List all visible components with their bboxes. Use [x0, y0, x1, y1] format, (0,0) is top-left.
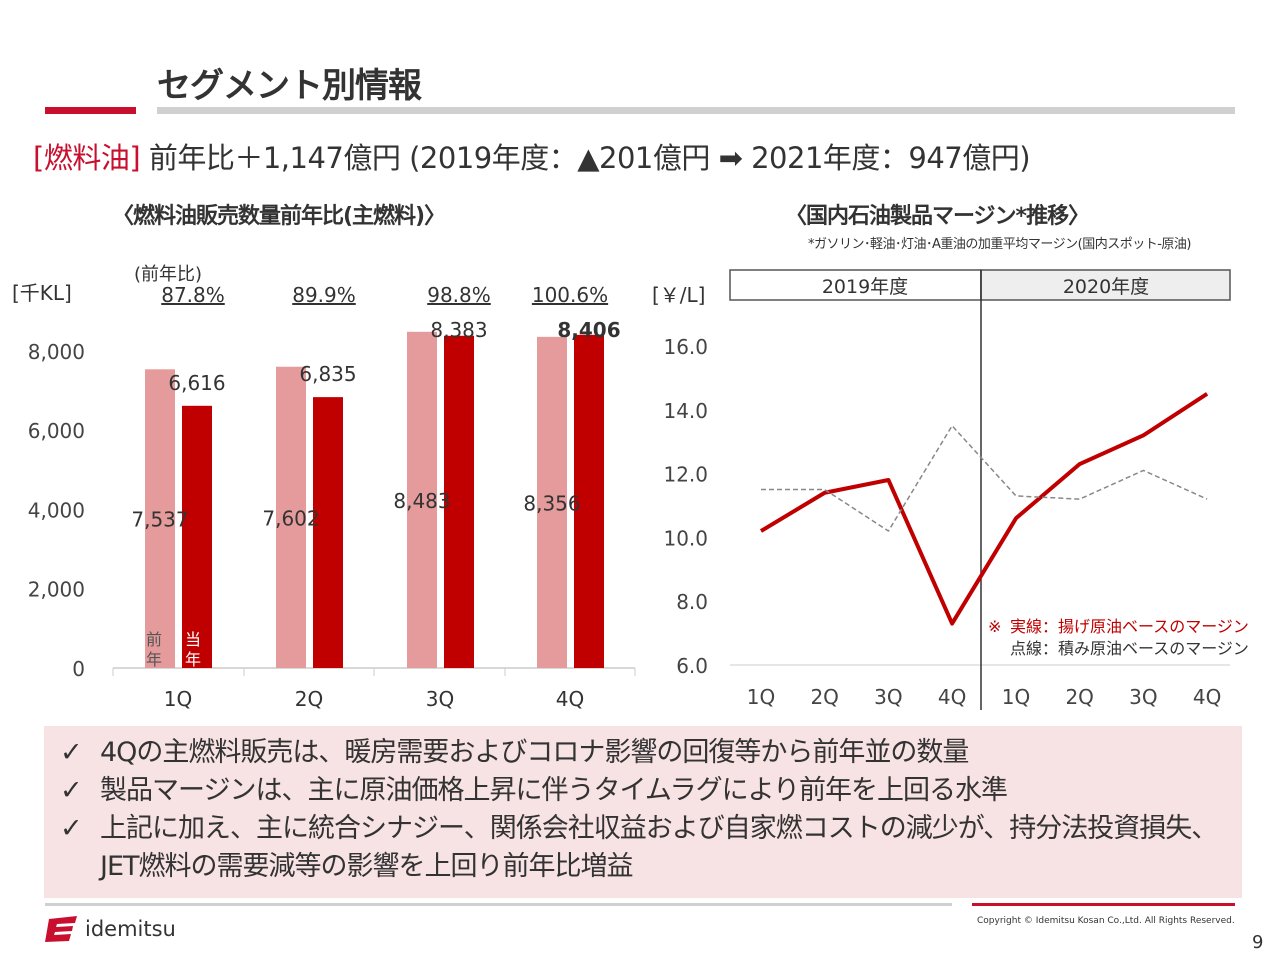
bar-y-tick: 8,000 — [28, 340, 85, 364]
line-x-tick: 2Q — [1065, 685, 1093, 709]
period-label: 2020年度 — [1063, 276, 1149, 298]
segment-label: [燃料油] — [33, 141, 141, 175]
idemitsu-logo: idemitsu — [45, 916, 176, 942]
check-icon: ✓ — [60, 737, 83, 768]
line-chart-note: *ガソリン･軽油･灯油･A重油の加重平均マージン(国内スポット-原油) — [808, 237, 1191, 252]
bar-x-tick: 4Q — [556, 687, 584, 711]
solid-margin-line — [759, 392, 1209, 626]
legend-prev-2: 年 — [146, 650, 162, 669]
legend-solid: 実線：揚げ原油ベースのマージン — [1010, 617, 1249, 636]
bar-chart-title: 〈燃料油販売数量前年比(主燃料)〉 — [112, 204, 446, 229]
line-x-tick: 4Q — [938, 685, 966, 709]
line-y-tick: 6.0 — [676, 654, 708, 678]
check-icon: ✓ — [60, 775, 83, 806]
bullet-text: 4Qの主燃料販売は、暖房需要およびコロナ影響の回復等から前年並の数量 — [100, 737, 969, 768]
line-x-tick: 1Q — [747, 685, 775, 709]
bar-x-tick: 2Q — [295, 687, 323, 711]
line-y-tick: 12.0 — [663, 463, 708, 487]
legend-curr-1: 当 — [185, 630, 201, 649]
logo-text: idemitsu — [85, 917, 176, 941]
yoy-ratio: 98.8% — [427, 283, 491, 307]
ratio-caption: (前年比) — [134, 264, 202, 285]
period-box-2020 — [980, 269, 1231, 301]
headline-text: 前年比＋1,147億円 (2019年度：▲201億円 ➡ 2021年度：947億… — [140, 141, 1031, 175]
line-y-axis-label: [￥/L] — [652, 283, 706, 307]
yoy-ratio: 87.8% — [161, 283, 225, 307]
legend-prev-1: 前 — [146, 630, 162, 649]
bar-current-year — [182, 405, 212, 668]
summary-bullet: ✓ 製品マージンは、主に原油価格上昇に伴うタイムラグにより前年を上回る水準 — [60, 772, 1242, 810]
line-y-tick: 10.0 — [663, 526, 708, 550]
bar-y-tick: 2,000 — [28, 578, 85, 602]
summary-bullet: ✓ 上記に加え、主に統合シナジー、関係会社収益および自家燃コストの減少が、持分法投… — [60, 810, 1230, 886]
legend-mark: ※ — [988, 617, 1001, 636]
bar-y-axis-label: [千KL] — [12, 281, 72, 305]
line-x-tick: 2Q — [810, 685, 838, 709]
bar-prev-year — [276, 366, 306, 668]
bar-prev-year — [407, 331, 437, 668]
bar-current-label: 8,383 — [430, 318, 487, 342]
bar-prev-label: 8,356 — [523, 491, 580, 515]
footer-divider — [45, 903, 952, 906]
bar-current-year — [574, 334, 604, 668]
bar-x-tick: 1Q — [164, 687, 192, 711]
bar-y-tick: 4,000 — [28, 498, 85, 522]
period-label: 2019年度 — [822, 276, 908, 298]
line-x-tick: 3Q — [874, 685, 902, 709]
line-x-tick: 1Q — [1002, 685, 1030, 709]
bullet-text: 製品マージンは、主に原油価格上昇に伴うタイムラグにより前年を上回る水準 — [100, 775, 1008, 806]
line-y-tick: 16.0 — [663, 335, 708, 359]
copyright: Copyright © Idemitsu Kosan Co.,Ltd. All … — [977, 916, 1235, 926]
bar-prev-year — [145, 369, 175, 668]
yoy-ratio: 89.9% — [292, 283, 356, 307]
bullet-text: 上記に加え、主に統合シナジー、関係会社収益および自家燃コストの減少が、持分法投資… — [100, 813, 1218, 882]
bar-current-year — [444, 335, 474, 668]
page-number: 9 — [1252, 932, 1264, 953]
dashed-margin-line — [761, 425, 1208, 532]
bar-prev-label: 7,602 — [262, 506, 319, 530]
title-underline — [157, 107, 1235, 114]
bar-current-year — [313, 397, 343, 668]
headline: [燃料油] 前年比＋1,147億円 (2019年度：▲201億円 ➡ 2021年… — [33, 135, 1031, 177]
bar-prev-year — [537, 336, 567, 668]
bar-current-label: 8,406 — [557, 318, 620, 342]
summary-box: ✓ 4Qの主燃料販売は、暖房需要およびコロナ影響の回復等から前年並の数量 ✓ 製品マ… — [44, 726, 1242, 898]
page-title: セグメント別情報 — [157, 66, 422, 106]
line-chart-title: 〈国内石油製品マージン*推移〉 — [785, 204, 1090, 229]
summary-bullet: ✓ 4Qの主燃料販売は、暖房需要およびコロナ影響の回復等から前年並の数量 — [60, 734, 1242, 772]
bar-y-tick: 0 — [72, 657, 85, 681]
title-accent-bar — [45, 107, 136, 114]
bar-y-tick: 6,000 — [28, 419, 85, 443]
bar-current-label: 6,835 — [299, 362, 356, 386]
logo-mark-icon — [45, 916, 77, 942]
bar-prev-label: 8,483 — [393, 489, 450, 513]
legend-curr-2: 年 — [185, 650, 201, 669]
bar-prev-label: 7,537 — [131, 508, 188, 532]
line-y-tick: 14.0 — [663, 399, 708, 423]
footer-accent — [972, 903, 1235, 906]
check-icon: ✓ — [60, 813, 83, 844]
line-x-tick: 3Q — [1129, 685, 1157, 709]
line-y-tick: 8.0 — [676, 590, 708, 614]
legend-dashed: 点線：積み原油ベースのマージン — [1010, 639, 1249, 658]
yoy-ratio: 100.6% — [532, 283, 608, 307]
line-x-tick: 4Q — [1193, 685, 1221, 709]
bar-x-tick: 3Q — [426, 687, 454, 711]
bar-current-label: 6,616 — [168, 371, 225, 395]
